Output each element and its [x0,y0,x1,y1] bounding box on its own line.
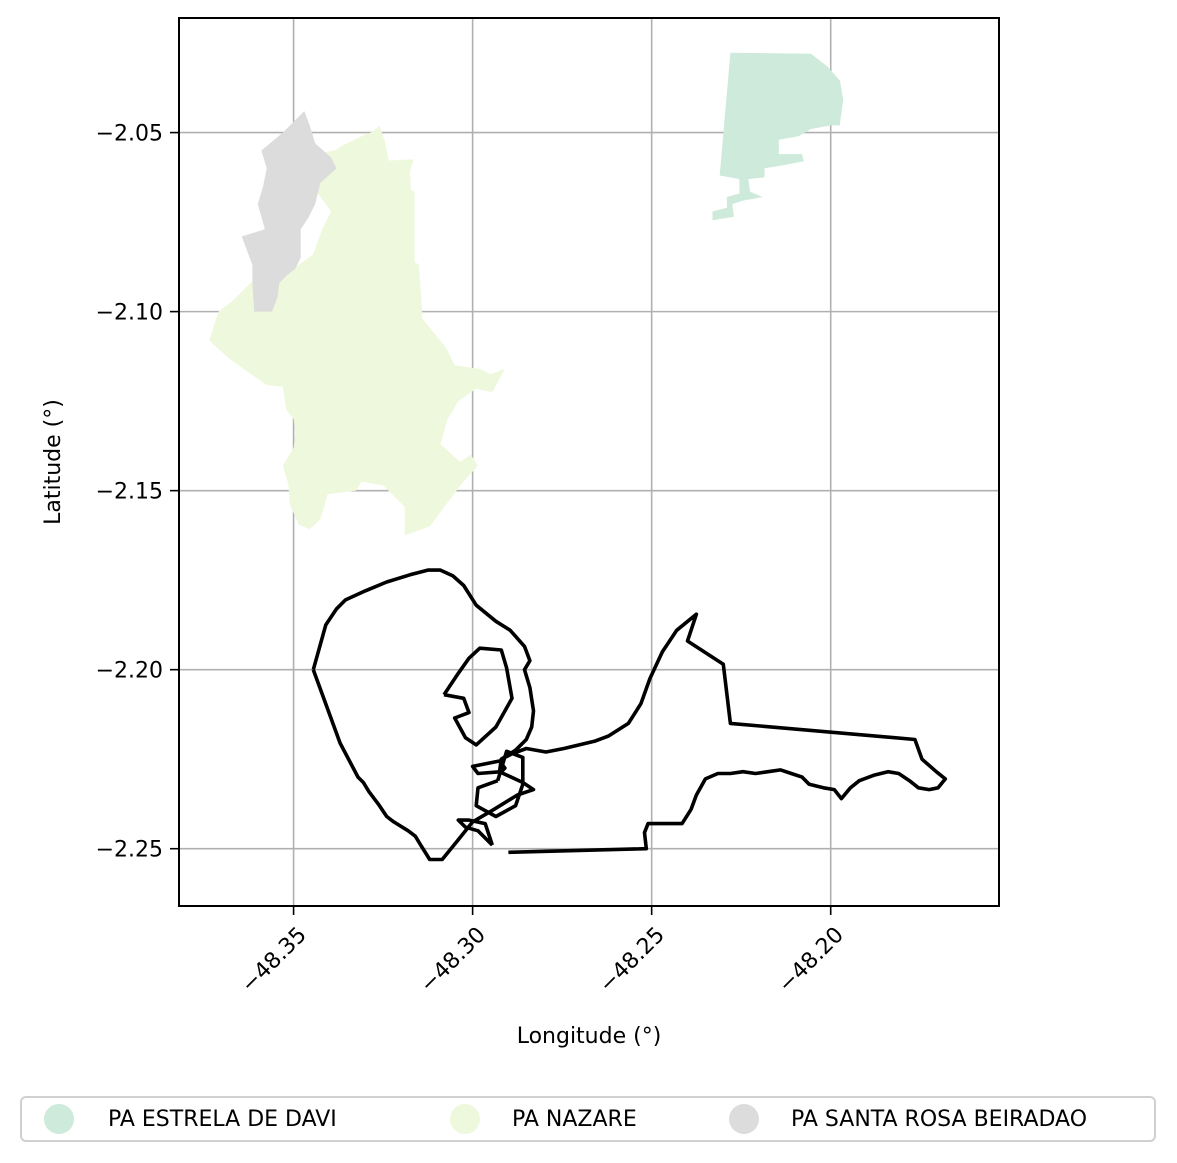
legend-label-santa-rosa: PA SANTA ROSA BEIRADAO [791,1106,1088,1132]
polygon-pa-santa-rosa-beiradao [241,111,337,312]
y-axis-label: Latitude (°) [41,399,66,525]
boundary-outline-4 [456,818,495,847]
legend-label-estrela: PA ESTRELA DE DAVI [108,1106,337,1132]
y-tick-label: −2.05 [96,122,163,147]
legend-swatch-santa-rosa [729,1104,759,1134]
polygon-layer [209,52,844,536]
y-axis-ticks: −2.05 −2.10 −2.15 −2.20 −2.25 [96,122,179,863]
x-tick-label: −48.35 [237,923,312,998]
x-tick-label: −48.20 [774,923,849,998]
legend-label-nazare: PA NAZARE [512,1106,637,1132]
x-axis-ticks: −48.35 −48.30 −48.25 −48.20 [237,906,849,998]
x-tick-label: −48.25 [595,923,670,998]
legend-item-nazare: PA NAZARE [450,1098,637,1140]
y-tick-label: −2.15 [96,480,163,505]
legend-item-santa-rosa: PA SANTA ROSA BEIRADAO [729,1098,1087,1140]
polygon-pa-estrela-de-davi [712,52,844,221]
x-tick-label: −48.30 [416,923,491,998]
boundary-outline-5 [500,612,948,855]
boundary-outline-1 [442,646,514,747]
x-axis-label: Longitude (°) [517,1024,662,1049]
polygon-pa-nazare [209,125,505,536]
legend-swatch-estrela [44,1104,74,1134]
boundary-outline-0 [311,568,536,862]
y-tick-label: −2.10 [96,301,163,326]
legend-swatch-nazare [450,1104,480,1134]
legend-item-estrela: PA ESTRELA DE DAVI [44,1098,337,1140]
legend: PA ESTRELA DE DAVI PA NAZARE PA SANTA RO… [20,1096,1156,1142]
boundary-outline-2 [470,759,507,776]
y-tick-label: −2.20 [96,659,163,684]
y-tick-label: −2.25 [96,838,163,863]
plot-frame [178,17,1000,907]
outline-layer [311,568,948,862]
map-plot: −48.35 −48.30 −48.25 −48.20 −2.05 −2.10 −2.15… [41,17,1000,1049]
